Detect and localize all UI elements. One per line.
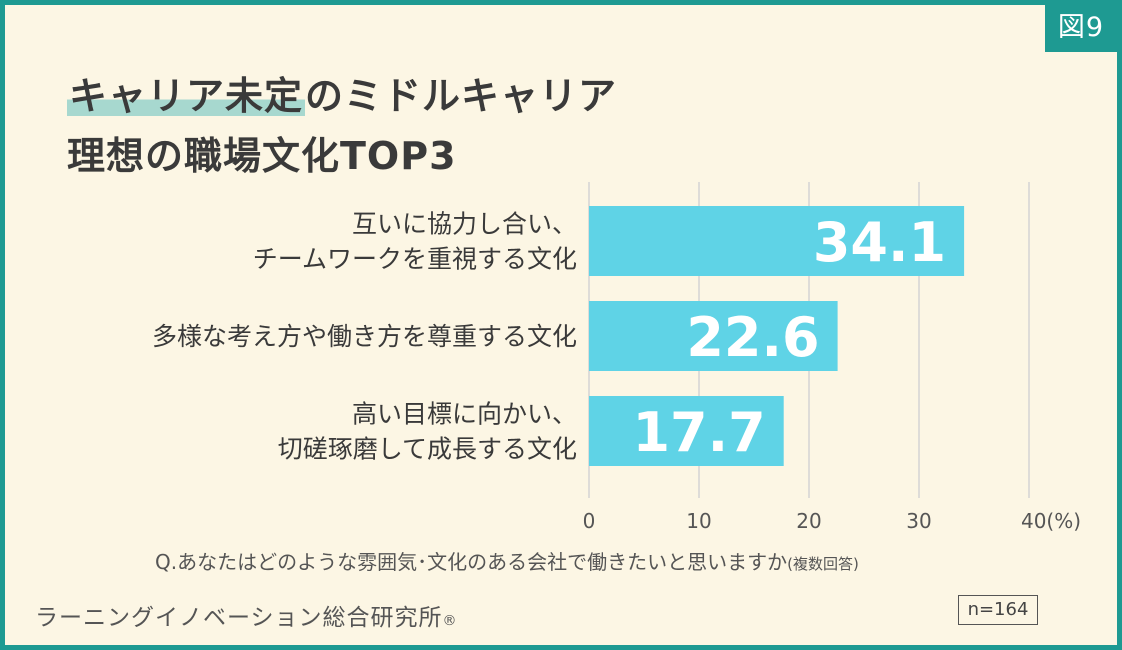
bar-data-label: 22.6 (686, 306, 819, 369)
source-credit: ラーニングイノベーション総合研究所® (35, 598, 458, 632)
registered-mark: ® (442, 613, 458, 629)
title-line-1-rest: のミドルキャリア (305, 74, 618, 118)
category-label: 互いに協力し合い、 (352, 210, 577, 239)
bar-chart: 0 10 20 30 40(%) 34.1 互いに協力し合い、チームワークを重視する文化 22… (152, 182, 1081, 533)
sample-size-box: n=164 (958, 595, 1038, 625)
bar (589, 301, 838, 371)
survey-question: Q.あなたはどのような雰囲気･文化のある会社で働きたいと思いますか(複数回答) (155, 546, 859, 575)
x-tick-label: 30 (906, 509, 931, 533)
x-tick-label: 10 (686, 509, 711, 533)
category-label: 高い目標に向かい、 (352, 400, 577, 429)
bar (589, 396, 784, 466)
bar-data-label: 34.1 (813, 211, 946, 274)
source-name: ラーニングイノベーション総合研究所 (35, 605, 443, 631)
bar-data-label: 17.7 (632, 401, 765, 464)
title-highlight: キャリア未定 (67, 74, 306, 118)
question-text: Q.あなたはどのような雰囲気･文化のある会社で働きたいと思いますか (155, 550, 788, 574)
figure-number-badge: 図9 (1045, 5, 1117, 52)
chart-title-line-2: 理想の職場文化TOP3 (67, 134, 457, 178)
bar (589, 206, 965, 276)
x-tick-label: 0 (583, 509, 596, 533)
category-label: チームワークを重視する文化 (253, 245, 577, 274)
chart-title-line-1: キャリア未定のミドルキャリア (67, 65, 617, 120)
x-tick-label: 40(%) (1021, 509, 1081, 533)
category-label: 切磋琢磨して成長する文化 (278, 435, 577, 464)
question-note: (複数回答) (787, 555, 859, 573)
category-label: 多様な考え方や働き方を尊重する文化 (152, 322, 577, 351)
x-tick-label: 20 (796, 509, 821, 533)
